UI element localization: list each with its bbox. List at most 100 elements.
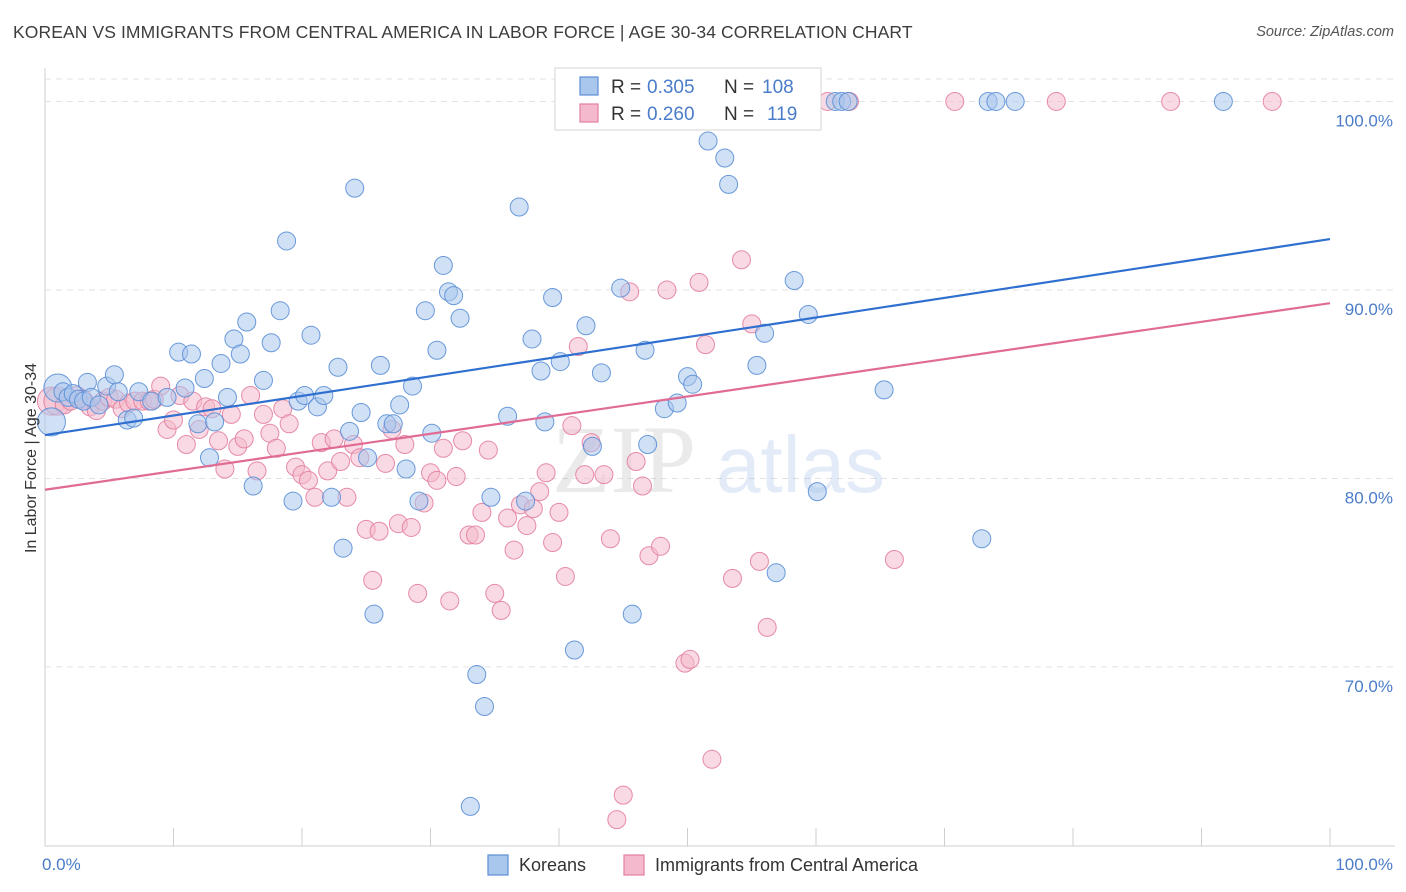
- legend-koreans-swatch: [487, 854, 509, 876]
- koreans-point: [351, 402, 371, 422]
- central-america-point: [465, 525, 485, 545]
- central-america-point: [594, 465, 614, 485]
- central-r-label: R =: [611, 104, 641, 125]
- stats-legend-box: [554, 67, 822, 131]
- stats-legend: R = 0.305 N = 108 R = 0.260 N = 119: [554, 67, 822, 131]
- source-note: Source: ZipAtlas.com: [1256, 24, 1394, 40]
- central-america-point: [176, 435, 196, 455]
- koreans-point: [345, 178, 365, 198]
- koreans-trendline: [44, 237, 1331, 437]
- watermark-atlas: atlas: [716, 420, 885, 509]
- central-n-value: 119: [767, 104, 797, 125]
- central-america-point: [633, 476, 653, 496]
- central-america-point: [498, 508, 518, 528]
- central-america-point: [543, 533, 563, 553]
- koreans-point: [36, 407, 66, 437]
- chart-title: KOREAN VS IMMIGRANTS FROM CENTRAL AMERIC…: [13, 22, 913, 42]
- central-america-point: [433, 438, 453, 458]
- series-legend: Koreans Immigrants from Central America: [487, 854, 919, 876]
- koreans-point: [450, 308, 470, 328]
- koreans-point: [433, 255, 453, 275]
- y-tick-label: 70.0%: [1345, 677, 1393, 696]
- central-america-point: [680, 649, 700, 669]
- axes: [44, 68, 1395, 847]
- central-america-point: [331, 451, 351, 471]
- koreans-point: [301, 325, 321, 345]
- koreans-point: [622, 604, 642, 624]
- koreans-point: [314, 386, 334, 406]
- central-america-point: [395, 435, 415, 455]
- koreans-point: [370, 355, 390, 375]
- koreans-point: [194, 369, 214, 389]
- central-america-point: [575, 465, 595, 485]
- central-america-point: [568, 337, 588, 357]
- koreans-point: [460, 796, 480, 816]
- y-tick-label: 80.0%: [1345, 488, 1393, 507]
- central-america-swatch: [579, 103, 599, 123]
- koreans-point: [838, 91, 858, 111]
- koreans-point: [175, 378, 195, 398]
- central-america-point: [757, 617, 777, 637]
- x-tick-label-end: 100.0%: [1335, 855, 1393, 874]
- koreans-point: [516, 491, 536, 511]
- legend-central-america-label: Immigrants from Central America: [655, 855, 919, 875]
- koreans-point: [972, 529, 992, 549]
- koreans-point: [798, 304, 818, 324]
- koreans-point: [129, 382, 149, 402]
- y-axis-label: In Labor Force | Age 30-34: [23, 363, 40, 553]
- koreans-point: [283, 491, 303, 511]
- koreans-point: [874, 380, 894, 400]
- central-america-point: [613, 785, 633, 805]
- koreans-point: [531, 361, 551, 381]
- central-america-point: [1161, 91, 1181, 111]
- koreans-point: [277, 231, 297, 251]
- koreans-point: [328, 357, 348, 377]
- central-america-point: [731, 250, 751, 270]
- koreans-point: [261, 333, 281, 353]
- koreans-point: [237, 312, 257, 332]
- koreans-point: [396, 459, 416, 479]
- y-tick-labels: 70.0% 80.0% 90.0% 100.0%: [1335, 111, 1393, 695]
- x-tick-labels: 0.0% 100.0%: [42, 855, 1393, 874]
- koreans-point: [543, 287, 563, 307]
- koreans-point: [582, 436, 602, 456]
- koreans-point: [427, 340, 447, 360]
- central-america-point: [607, 810, 627, 830]
- central-america-point: [657, 280, 677, 300]
- central-r-value: 0.260: [647, 104, 695, 125]
- koreans-point: [205, 412, 225, 432]
- koreans-point: [270, 301, 290, 321]
- koreans-point: [333, 538, 353, 558]
- koreans-point: [358, 448, 378, 468]
- watermark: ZIP atlas: [552, 406, 885, 513]
- central-america-trendline: [44, 302, 1331, 491]
- koreans-point: [415, 301, 435, 321]
- koreans-point: [181, 344, 201, 364]
- central-america-point: [600, 529, 620, 549]
- central-america-point: [208, 431, 228, 451]
- central-america-point: [1046, 91, 1066, 111]
- central-america-point: [945, 91, 965, 111]
- central-america-point: [266, 438, 286, 458]
- koreans-point: [211, 353, 231, 373]
- central-america-point: [485, 583, 505, 603]
- koreans-point: [715, 148, 735, 168]
- koreans-point: [217, 387, 237, 407]
- central-america-point: [401, 517, 421, 537]
- koreans-point: [89, 395, 109, 415]
- koreans-point: [784, 271, 804, 291]
- koreans-point: [698, 131, 718, 151]
- central-america-point: [363, 570, 383, 590]
- central-america-point: [298, 470, 318, 490]
- central-america-point: [472, 502, 492, 522]
- koreans-point: [104, 365, 124, 385]
- central-america-point: [305, 487, 325, 507]
- koreans-point: [638, 435, 658, 455]
- central-america-point: [440, 591, 460, 611]
- koreans-point: [498, 406, 518, 426]
- koreans-point: [364, 604, 384, 624]
- koreans-point: [611, 278, 631, 298]
- central-america-point: [536, 463, 556, 483]
- central-america-point: [478, 440, 498, 460]
- koreans-swatch: [579, 76, 599, 96]
